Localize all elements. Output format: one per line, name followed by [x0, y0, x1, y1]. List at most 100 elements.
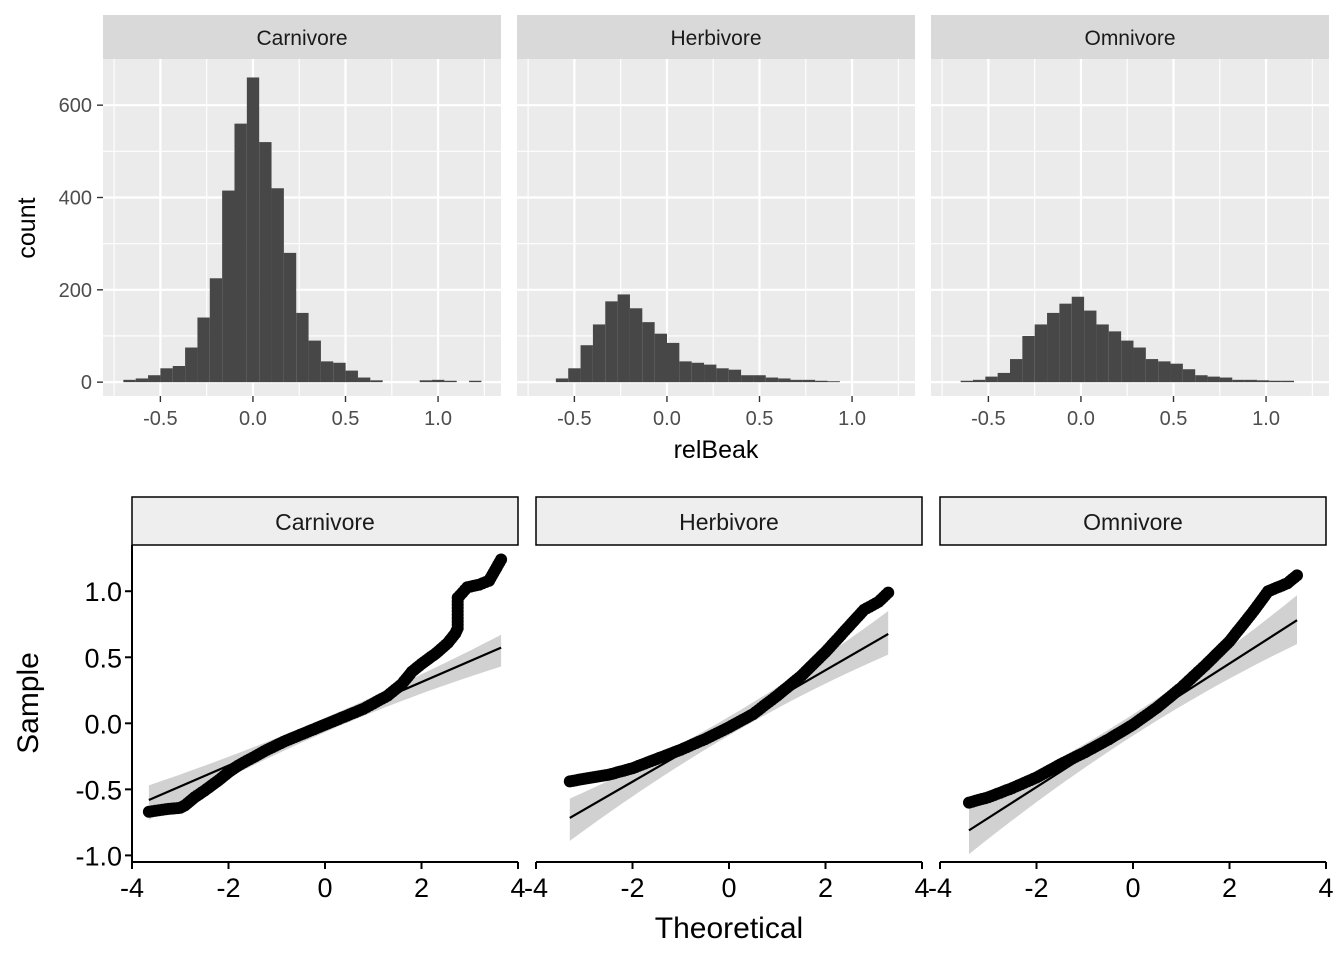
qq-point [882, 586, 895, 599]
qq-x-tick-label: 2 [1222, 873, 1237, 903]
histogram-bar [1034, 324, 1048, 383]
hist-x-tick-label: 0.0 [653, 408, 681, 430]
hist-x-tick-label: 1.0 [1252, 408, 1280, 430]
qq-plot-chart: Carnivore -4 -2 0 2 4 -1.0 -0.5 0.0 0.5 1.0 Herbivo… [75, 496, 1334, 903]
histogram-bar [296, 312, 309, 383]
histogram-bar [185, 347, 198, 383]
hist-x-tick-label: 1.0 [424, 408, 452, 430]
hist-y-tick-label: 200 [59, 280, 92, 302]
histogram-bar [1170, 363, 1183, 383]
hist-x-axis-title: relBeak [674, 436, 759, 464]
histogram-bar [1269, 380, 1282, 383]
histogram-bar [320, 361, 334, 383]
histogram-bar [691, 362, 705, 383]
histogram-bar [642, 322, 655, 383]
histogram-bar [1071, 296, 1085, 383]
histogram-bar [1133, 347, 1146, 383]
histogram-bar [1207, 376, 1220, 383]
histogram-bar [271, 188, 284, 383]
qq-facet-strip [939, 496, 1327, 546]
hist-x-tick-label: 0.0 [239, 408, 267, 430]
qq-y-tick-label: 1.0 [84, 577, 122, 607]
histogram-bar [1182, 369, 1196, 383]
hist-y-tick-label: 600 [59, 95, 92, 117]
hist-x-tick-label: 1.0 [838, 408, 866, 430]
qq-point [495, 553, 508, 566]
histogram-bar [209, 278, 223, 383]
histogram-bar [172, 365, 186, 383]
histogram-bar [345, 370, 358, 383]
histogram-bar [666, 342, 680, 383]
histogram-bar [283, 252, 297, 383]
histogram-bar [802, 379, 816, 383]
histogram-bar [469, 380, 482, 383]
hist-facet-strip [103, 15, 501, 59]
histogram-bar [704, 364, 717, 383]
histogram-bar [827, 381, 840, 383]
histogram-bar [135, 378, 149, 383]
histogram-bar [1256, 380, 1270, 383]
hist-panel-carnivore: Carnivore -0.5 0.0 0.5 1.0 0 200 400 600 [59, 15, 501, 430]
histogram-bar [985, 376, 998, 383]
histogram-bar [197, 317, 210, 383]
histogram-bar [972, 379, 986, 383]
qq-x-tick-label: -4 [928, 873, 952, 903]
histogram-chart: Carnivore -0.5 0.0 0.5 1.0 0 200 400 600 Herbivor… [59, 15, 1329, 430]
qq-facet-label: Herbivore [679, 509, 779, 535]
histogram-bar [728, 369, 742, 383]
histogram-bar [960, 380, 973, 383]
histogram-bar [568, 368, 581, 383]
qq-x-tick-label: 2 [818, 873, 833, 903]
histogram-bar [308, 340, 321, 383]
qq-facet-strip [131, 496, 519, 546]
histogram-bar [1121, 340, 1134, 383]
hist-x-tick-label: 0.5 [1160, 408, 1188, 430]
qq-panel-omnivore: Omnivore -4 -2 0 2 4 [928, 496, 1334, 903]
histogram-bar [259, 142, 272, 383]
histogram-bar [679, 361, 692, 383]
histogram-bar [1158, 361, 1171, 383]
histogram-bar [160, 368, 173, 383]
hist-facet-label: Omnivore [1084, 27, 1175, 50]
hist-facet-strip [931, 15, 1329, 59]
qq-x-tick-label: 0 [1125, 873, 1140, 903]
histogram-bar [222, 190, 235, 383]
hist-facet-strip [517, 15, 915, 59]
histogram-bar [357, 377, 371, 383]
histogram-bar [1219, 377, 1233, 383]
hist-y-tick-label: 400 [59, 187, 92, 209]
histogram-bar [370, 380, 383, 383]
histogram-bar [333, 362, 346, 383]
hist-panel-background [517, 59, 915, 396]
qq-facet-label: Omnivore [1083, 509, 1183, 535]
qq-facet-strip [535, 496, 923, 546]
hist-panel-background [931, 59, 1329, 396]
histogram-bar [555, 378, 569, 383]
histogram-bar [1232, 379, 1245, 383]
qq-x-tick-label: -2 [1024, 873, 1048, 903]
hist-y-axis-title: count [13, 197, 41, 258]
hist-x-tick-label: 0.5 [332, 408, 360, 430]
qq-y-axis-title: Sample [12, 652, 45, 754]
histogram-bar [716, 368, 729, 383]
histogram-bar [1096, 324, 1109, 383]
histogram-bar [1022, 335, 1035, 383]
qq-x-tick-label: 0 [317, 873, 332, 903]
histogram-bar [629, 308, 643, 383]
qq-x-axis-title: Theoretical [655, 912, 803, 945]
qq-y-tick-label: -1.0 [75, 841, 122, 871]
qq-x-tick-label: -2 [620, 873, 644, 903]
qq-x-tick-label: 0 [721, 873, 736, 903]
histogram-bar [234, 123, 247, 383]
histogram-bar [1195, 375, 1208, 383]
histogram-bar [592, 324, 606, 383]
histogram-bar [432, 379, 445, 383]
qq-y-tick-label: 0.5 [84, 643, 122, 673]
hist-facet-label: Herbivore [670, 27, 761, 50]
histogram-bar [1059, 303, 1072, 383]
histogram-bar [778, 378, 791, 383]
histogram-bar [1084, 310, 1097, 383]
histogram-bar [741, 375, 754, 383]
qq-x-tick-label: 4 [914, 873, 929, 903]
